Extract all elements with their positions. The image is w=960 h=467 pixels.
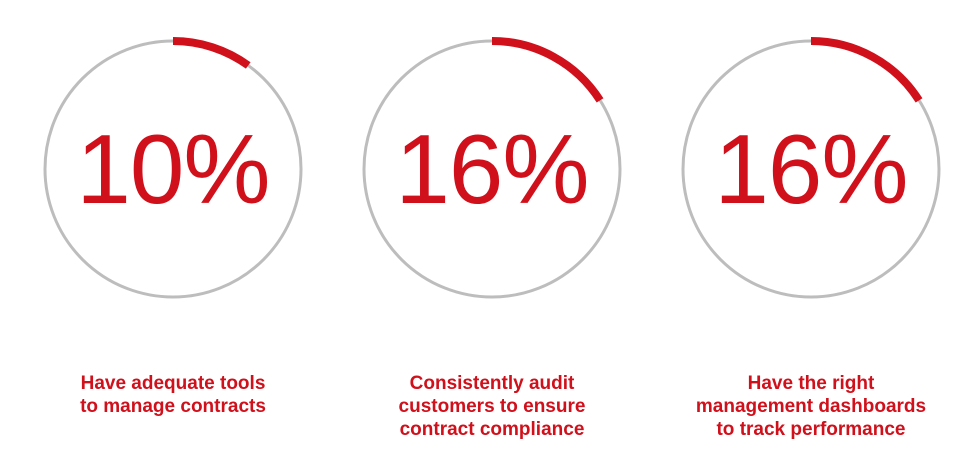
gauge-percent: 16% — [395, 114, 589, 224]
caption-tools: Have adequate tools to manage contracts — [80, 373, 266, 417]
gauge-dashboards: 16% — [680, 37, 942, 300]
gauge-ring — [681, 37, 941, 299]
gauge-arc — [810, 37, 923, 103]
gauge-audit: 16% — [361, 37, 623, 300]
gauge-arc — [172, 37, 251, 69]
gauge-arc — [491, 37, 604, 103]
gauge-ring — [43, 37, 303, 299]
caption-audit: Consistently audit customers to ensure c… — [398, 373, 586, 440]
gauge-tools: 10% — [42, 37, 304, 300]
gauge-percent: 16% — [714, 114, 908, 224]
gauge-percent: 10% — [76, 114, 270, 224]
gauge-ring — [362, 37, 622, 299]
caption-dashboards: Have the right management dashboards to … — [695, 373, 927, 440]
